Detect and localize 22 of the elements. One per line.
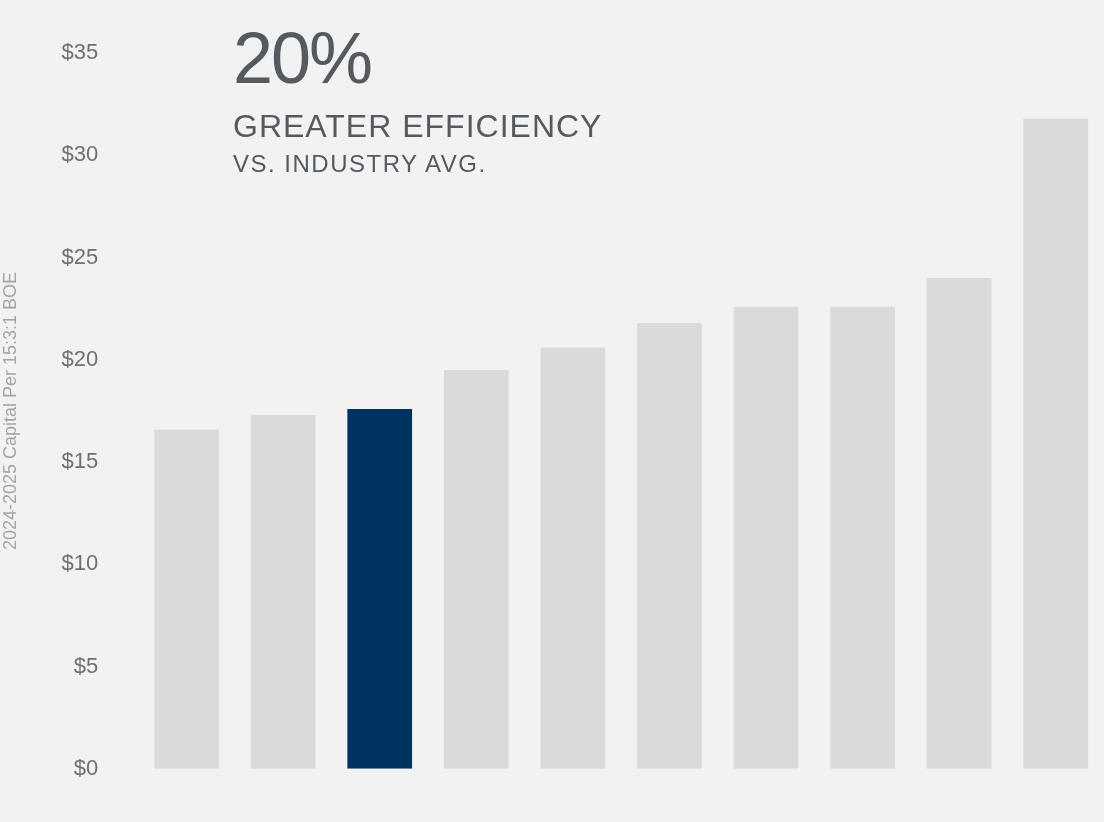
y-tick-label: $35: [61, 39, 99, 65]
bar: [830, 306, 895, 769]
annotation: 20%: [233, 18, 372, 98]
bar: [637, 323, 702, 769]
y-tick-label: $10: [61, 550, 99, 576]
bar: [443, 370, 509, 769]
bar: [250, 415, 316, 769]
bar: [154, 429, 219, 769]
bar: [733, 306, 799, 769]
y-axis-title: 2024-2025 Capital Per 15:3:1 BOE: [0, 271, 20, 551]
annotation: VS. INDUSTRY AVG.: [233, 150, 487, 177]
y-tick-label: $20: [61, 345, 99, 371]
bar: [540, 347, 606, 769]
annotation: GREATER EFFICIENCY: [233, 108, 603, 144]
y-tick-label: $15: [61, 448, 99, 474]
bar: [926, 278, 992, 769]
bar: [1023, 118, 1089, 769]
y-tick-label: $0: [73, 754, 99, 780]
y-tick-label: $5: [73, 652, 99, 678]
y-tick-label: $30: [61, 141, 99, 167]
bar: [347, 408, 413, 769]
y-tick-label: $25: [61, 243, 99, 269]
